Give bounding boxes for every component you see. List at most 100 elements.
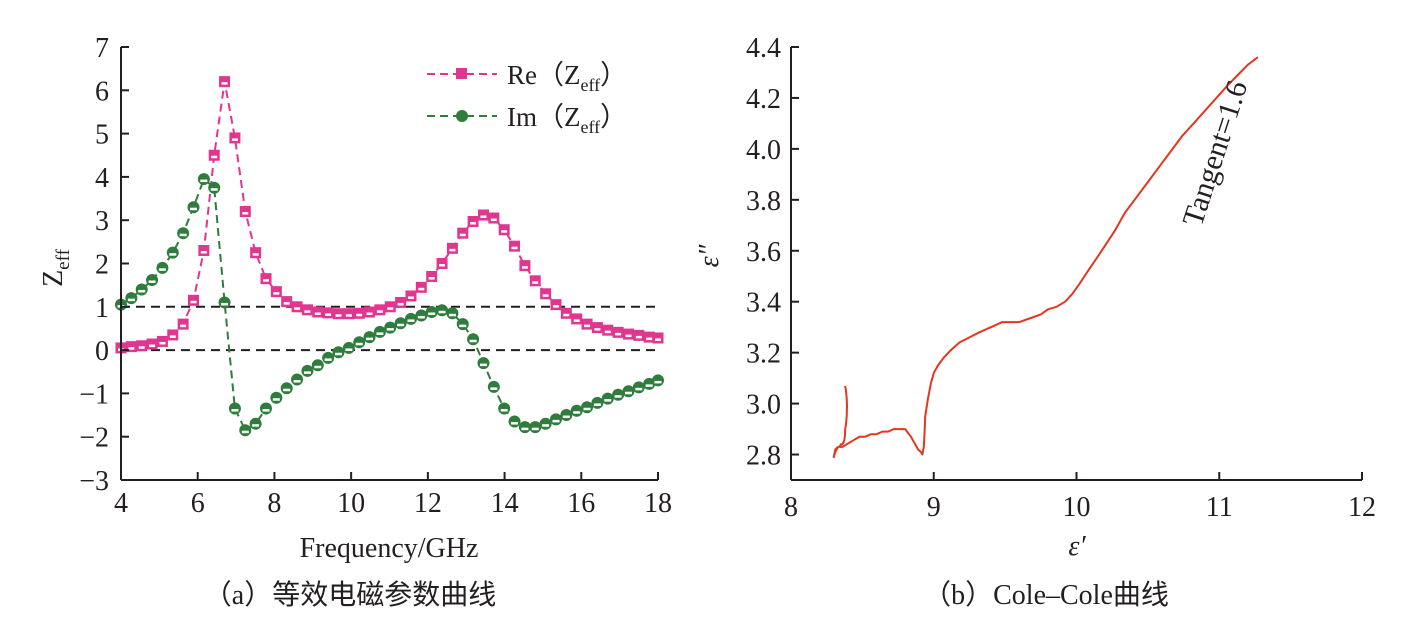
y-tick-label: −1 <box>79 379 109 410</box>
data-point <box>652 332 664 344</box>
data-point-highlight <box>294 307 301 310</box>
y-tick-label: 3.0 <box>746 390 781 421</box>
data-point-highlight <box>480 215 487 219</box>
data-point <box>187 294 199 306</box>
data-point <box>228 402 241 415</box>
data-point-highlight <box>448 313 456 317</box>
data-point-highlight <box>407 319 415 322</box>
x-axis-title: Frequency/GHz <box>300 533 479 564</box>
x-tick-label: 12 <box>414 488 442 519</box>
data-point-highlight <box>635 335 642 339</box>
data-point <box>270 286 282 298</box>
data-point-highlight <box>335 314 342 317</box>
data-point <box>488 212 500 224</box>
cole-cole-curve <box>832 56 1259 459</box>
data-point-highlight <box>190 300 197 304</box>
data-point <box>591 396 604 409</box>
data-point-highlight <box>635 387 643 391</box>
data-point <box>374 304 386 316</box>
legend: Re（Zeff） Im（Zeff） <box>427 60 627 137</box>
data-point-highlight <box>511 422 519 425</box>
data-point-highlight <box>614 395 622 398</box>
data-point-highlight <box>646 337 653 341</box>
data-point-highlight <box>200 251 207 254</box>
data-point <box>125 341 137 353</box>
data-point-highlight <box>418 287 425 291</box>
y-axis-title: ε″ <box>694 244 725 267</box>
data-point-highlight <box>531 427 539 431</box>
data-point <box>177 318 189 330</box>
series-group <box>832 56 1259 459</box>
data-point-highlight <box>283 388 291 392</box>
data-point-highlight <box>645 384 653 387</box>
x-tick-label: 10 <box>1063 492 1091 523</box>
legend-label-im: Im（Zeff） <box>507 102 627 137</box>
data-point <box>550 299 562 311</box>
data-point-highlight <box>624 391 632 395</box>
data-point <box>560 409 573 422</box>
x-tick-label: 11 <box>1206 492 1233 523</box>
data-point-highlight <box>583 407 591 411</box>
data-point <box>311 359 324 372</box>
data-point-highlight <box>604 330 611 334</box>
data-point-highlight <box>500 409 508 412</box>
data-point <box>239 424 252 437</box>
data-point-highlight <box>654 380 662 384</box>
data-point-highlight <box>252 424 260 427</box>
data-point-highlight <box>283 302 290 305</box>
series-group <box>115 76 664 437</box>
data-point <box>146 273 159 286</box>
y-tick-label: 4 <box>95 163 109 194</box>
x-tick-label: 12 <box>1348 492 1376 523</box>
data-point-highlight <box>345 348 353 351</box>
data-point-highlight <box>366 337 374 341</box>
data-point-highlight <box>439 264 446 267</box>
y-tick-label: 3.6 <box>746 237 781 268</box>
data-point <box>539 417 552 430</box>
y-tick-label: −2 <box>79 423 109 454</box>
data-point-highlight <box>293 380 301 383</box>
data-point <box>591 322 603 334</box>
tangent-annotation: Tangent=1.6 <box>1176 77 1254 230</box>
data-point <box>384 321 397 334</box>
data-point <box>229 132 241 144</box>
data-point-highlight <box>562 415 570 419</box>
data-point-highlight <box>521 266 528 269</box>
data-point-highlight <box>159 341 166 345</box>
data-point <box>549 413 562 426</box>
x-tick-label: 14 <box>491 488 519 519</box>
data-point <box>540 288 552 300</box>
data-point <box>519 260 531 272</box>
y-tick-label: 6 <box>95 76 109 107</box>
data-point <box>508 415 521 428</box>
data-point-highlight <box>304 310 311 313</box>
data-point-highlight <box>356 313 363 317</box>
data-point-highlight <box>542 294 549 297</box>
data-point <box>280 382 293 395</box>
data-point <box>498 224 510 236</box>
data-point-highlight <box>501 230 508 233</box>
data-point-highlight <box>355 342 363 346</box>
data-point-highlight <box>438 310 446 314</box>
y-tick-label: −3 <box>79 466 109 497</box>
data-point-highlight <box>303 371 311 374</box>
y-tick-label: 1 <box>95 293 109 324</box>
data-point <box>498 402 511 415</box>
data-point-highlight <box>221 82 228 85</box>
data-point <box>384 301 396 313</box>
data-point-highlight <box>459 233 466 237</box>
data-point <box>239 206 251 218</box>
data-point-highlight <box>449 248 456 252</box>
data-point <box>446 242 458 254</box>
x-tick-label: 10 <box>337 488 365 519</box>
data-point-highlight <box>625 334 632 338</box>
data-point-highlight <box>325 313 332 316</box>
data-point <box>301 304 313 316</box>
data-point <box>612 388 625 401</box>
data-point-highlight <box>532 281 539 284</box>
data-point <box>322 307 334 319</box>
y-tick-label: 5 <box>95 120 109 151</box>
data-point-highlight <box>615 332 622 336</box>
data-point-highlight <box>149 344 156 348</box>
data-point <box>643 331 655 343</box>
